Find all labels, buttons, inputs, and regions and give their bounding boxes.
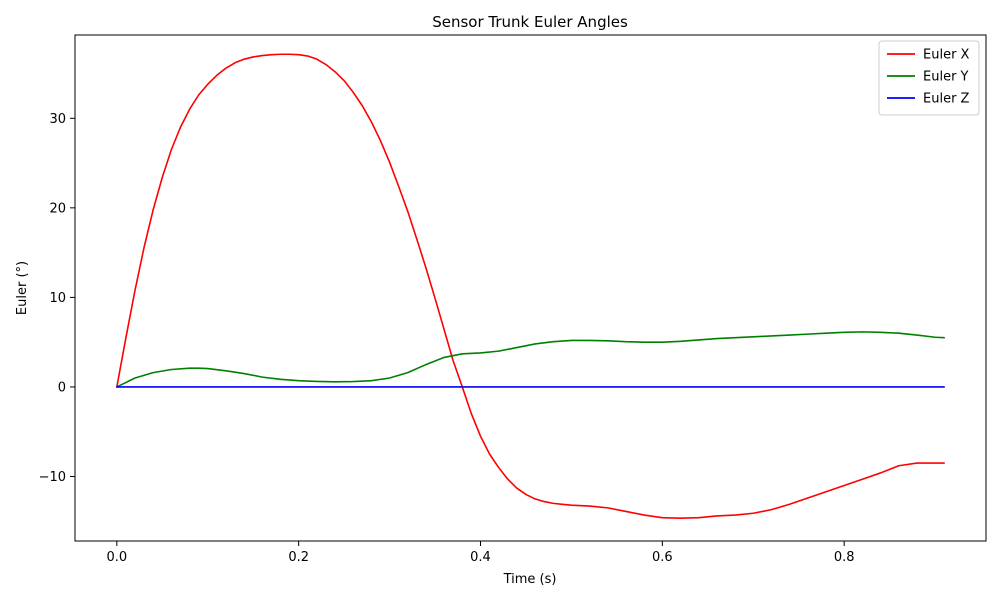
x-tick-label: 0.0 bbox=[106, 550, 127, 565]
legend-box bbox=[878, 40, 980, 116]
y-tick-label: 0 bbox=[58, 380, 66, 395]
x-tick-label: 0.6 bbox=[652, 550, 673, 565]
y-axis-ticks: −10 0 10 20 30 bbox=[39, 112, 75, 485]
y-tick-label: 10 bbox=[49, 291, 66, 306]
y-tick-label: 30 bbox=[49, 112, 66, 127]
legend-label-euler-z: Euler Z bbox=[923, 92, 970, 107]
series-lines bbox=[116, 53, 945, 519]
y-axis-label: Euler (°) bbox=[15, 261, 30, 315]
x-tick-label: 0.2 bbox=[288, 550, 309, 565]
plot-area bbox=[74, 34, 987, 542]
x-tick-label: 0.4 bbox=[470, 550, 491, 565]
y-tick-label: 20 bbox=[49, 201, 66, 216]
legend: Euler X Euler Y Euler Z bbox=[878, 40, 980, 116]
y-tick-label: −10 bbox=[39, 470, 66, 485]
chart-title: Sensor Trunk Euler Angles bbox=[432, 13, 628, 31]
series-line-euler-x bbox=[116, 53, 945, 519]
series-line-euler-y bbox=[116, 331, 945, 388]
x-tick-label: 0.8 bbox=[834, 550, 855, 565]
x-axis-ticks: 0.0 0.2 0.4 0.6 0.8 bbox=[106, 541, 855, 565]
legend-label-euler-x: Euler X bbox=[923, 48, 970, 63]
legend-label-euler-y: Euler Y bbox=[923, 70, 969, 85]
x-axis-label: Time (s) bbox=[503, 572, 557, 587]
